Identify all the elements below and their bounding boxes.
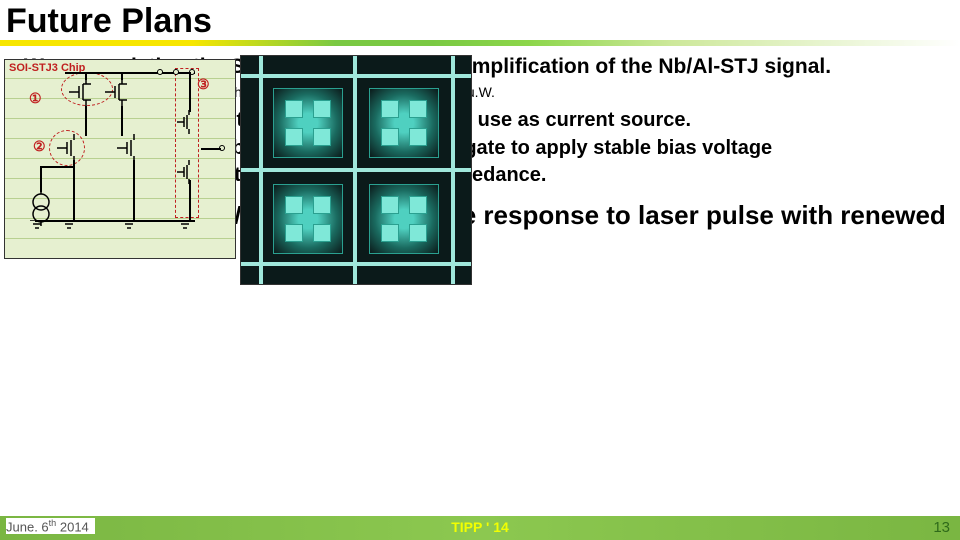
fet-symbol <box>117 134 151 162</box>
content-area: SOI-STJ3 Chip ① ② ③ <box>0 55 960 516</box>
marker-1: ① <box>29 90 42 107</box>
wire <box>121 106 123 136</box>
ground-rail <box>35 220 195 222</box>
date-prefix: June. 6 <box>6 519 49 534</box>
title-bar: Future Plans <box>0 0 960 50</box>
wire <box>40 166 74 168</box>
node-open <box>157 69 163 75</box>
ground-icon <box>122 220 136 232</box>
chip-layout-image <box>240 55 472 285</box>
ground-icon <box>62 220 76 232</box>
wire <box>189 180 191 220</box>
wire <box>189 72 191 112</box>
ground-icon <box>30 220 44 232</box>
title-stripe <box>0 40 960 46</box>
footer-conference: TIPP ' 14 <box>451 519 509 535</box>
slide-title: Future Plans <box>0 0 960 42</box>
footer-bar: June. 6th 2014 TIPP ' 14 13 <box>0 516 960 540</box>
fet-symbol <box>69 78 103 106</box>
wire <box>121 72 123 80</box>
footer-date: June. 6th 2014 <box>6 518 95 534</box>
fet-symbol <box>105 78 139 106</box>
date-suffix: 2014 <box>56 519 89 534</box>
wire <box>73 160 75 220</box>
wire <box>201 148 221 150</box>
wire <box>85 72 87 80</box>
ground-icon <box>178 220 192 232</box>
footer-page: 13 <box>933 519 950 536</box>
left-column: SOI-STJ3 Chip ① ② ③ <box>0 55 240 516</box>
fet-symbol <box>57 134 91 162</box>
wire <box>85 106 87 136</box>
wire <box>133 160 135 220</box>
highlight-3 <box>175 68 199 218</box>
wire <box>40 166 42 192</box>
fet-symbol <box>177 110 201 134</box>
node-open <box>173 69 179 75</box>
marker-2: ② <box>33 138 46 155</box>
